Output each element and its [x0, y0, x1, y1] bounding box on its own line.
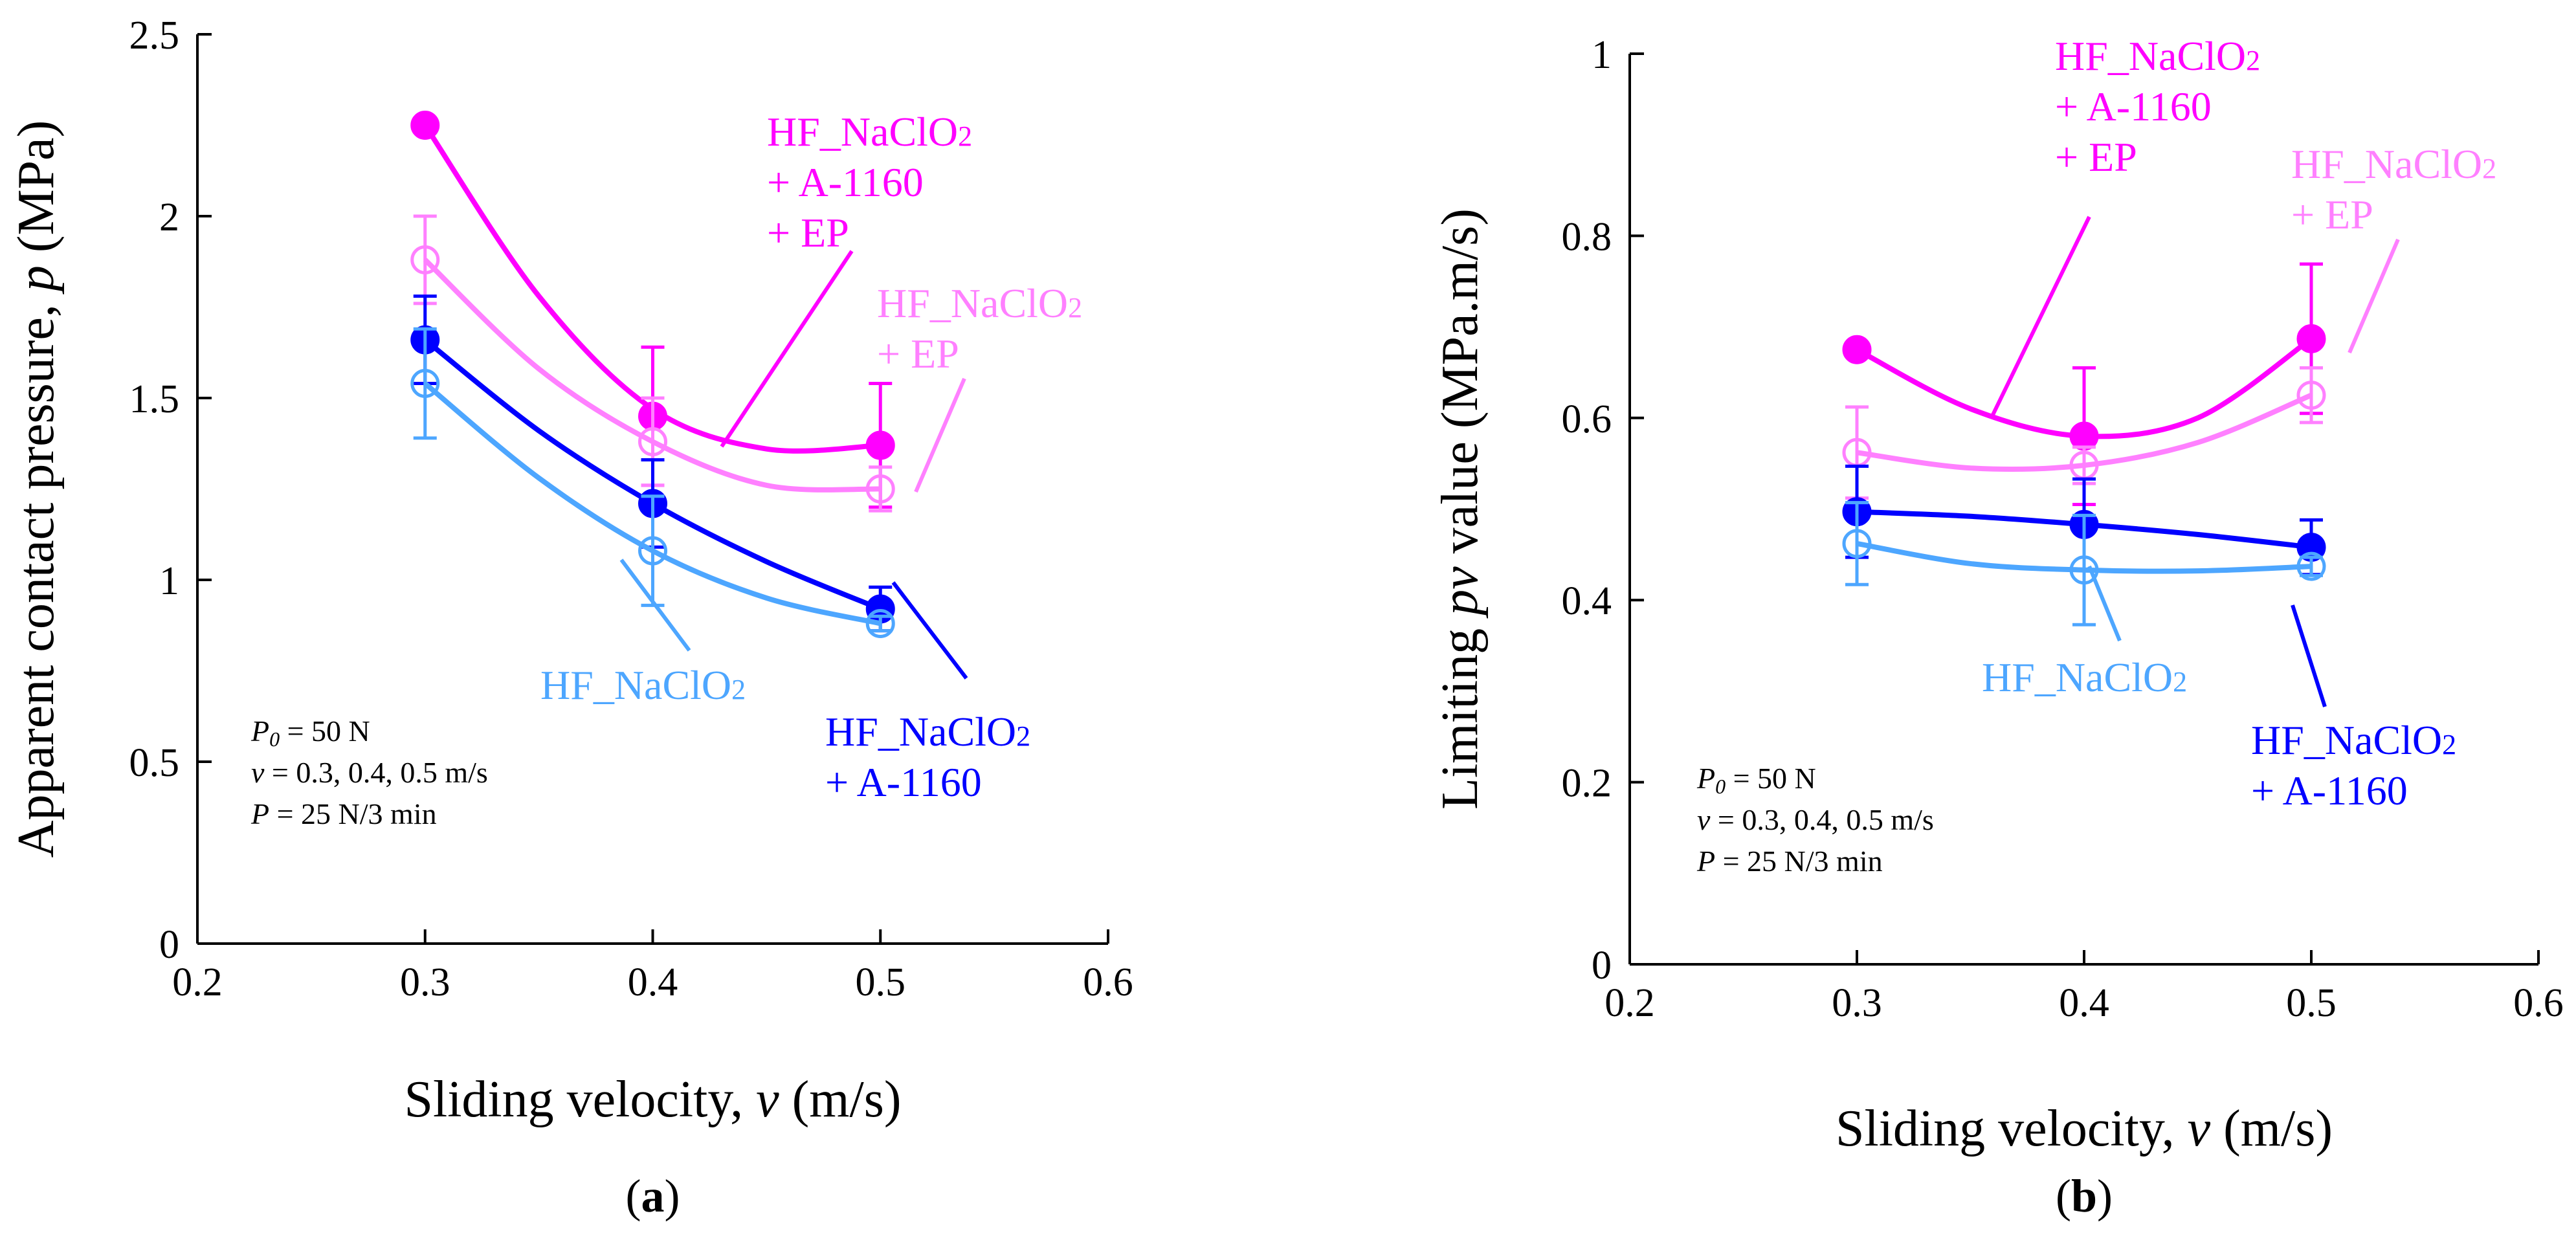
series-label-line: HF_NaClO2 — [877, 280, 1082, 326]
series-label-hf_ep: HF_NaClO2 + EP — [877, 280, 1082, 492]
x-tick-label: 0.6 — [1083, 960, 1133, 1004]
data-point — [640, 428, 666, 454]
data-point — [1844, 439, 1870, 465]
series-label-line: + EP — [2291, 192, 2373, 238]
y-tick-label: 0.5 — [129, 741, 180, 785]
leader-line — [1992, 217, 2089, 417]
series-label-line: + EP — [767, 210, 849, 256]
series-label-hf_ep: HF_NaClO2 + EP — [2291, 141, 2496, 353]
data-point — [640, 538, 666, 564]
x-tick-label: 0.2 — [1604, 981, 1655, 1025]
x-tick-label: 0.5 — [856, 960, 906, 1004]
y-tick-label: 0.6 — [1562, 397, 1612, 441]
y-tick-label: 1.5 — [129, 377, 180, 421]
leader-line — [2089, 566, 2120, 641]
data-point — [412, 112, 439, 139]
condition-line: P0 = 50 N — [250, 714, 370, 751]
series-label-line: + A-1160 — [2055, 83, 2212, 129]
condition-line: P = 25 N/3 min — [250, 797, 437, 830]
x-tick-label: 0.4 — [2059, 981, 2109, 1025]
y-axis-label: Apparent contact pressure, p (MPa) — [8, 120, 65, 858]
data-point — [1843, 336, 1871, 363]
leader-line — [2293, 605, 2325, 707]
y-tick-label: 1 — [1592, 33, 1612, 77]
data-point — [2298, 382, 2324, 408]
series-label-hf_a1160_ep: HF_NaClO2+ A-1160 + EP — [1992, 33, 2260, 417]
condition-line: v = 0.3, 0.4, 0.5 m/s — [1697, 803, 1934, 836]
series-label-line: + EP — [877, 331, 959, 377]
data-point — [2071, 452, 2097, 478]
leader-line — [722, 251, 852, 447]
condition-line: P = 25 N/3 min — [1696, 845, 1883, 878]
x-tick-label: 0.2 — [172, 960, 223, 1004]
x-tick-label: 0.5 — [2286, 981, 2337, 1025]
x-axis-label: Sliding velocity, v (m/s) — [404, 1071, 901, 1128]
series-label-line: HF_NaClO2 — [2251, 717, 2456, 763]
series-label-line: + EP — [2055, 134, 2137, 180]
y-tick-label: 2.5 — [129, 14, 180, 58]
data-point — [2298, 325, 2325, 352]
y-tick-label: 0.8 — [1562, 215, 1612, 259]
data-point — [867, 432, 894, 459]
series-label-line: HF_NaClO2 — [1982, 654, 2187, 700]
y-tick-label: 0.4 — [1562, 579, 1612, 623]
data-point — [412, 371, 438, 397]
figure: 00.511.522.50.2 0.3 0.4 0.5 0.6Apparent cont… — [0, 0, 2576, 1240]
condition-line: v = 0.3, 0.4, 0.5 m/s — [251, 756, 488, 789]
y-tick-label: 0.2 — [1562, 762, 1612, 806]
series-label-line: HF_NaClO2 — [2291, 141, 2496, 187]
leader-line — [2349, 239, 2398, 353]
data-point — [412, 247, 438, 272]
y-axis-label: Limiting pv value (MPa.m/s) — [1432, 208, 1489, 810]
series-label-line: HF_NaClO2 — [2055, 33, 2260, 79]
leader-line — [916, 379, 964, 492]
x-tick-label: 0.3 — [400, 960, 450, 1004]
series-label-line: HF_NaClO2 — [767, 109, 972, 155]
x-tick-label: 0.3 — [1832, 981, 1882, 1025]
data-point — [867, 476, 893, 502]
leader-line — [621, 560, 689, 650]
x-tick-label: 0.4 — [628, 960, 678, 1004]
conditions-note: P0 = 50 N v = 0.3, 0.4, 0.5 m/s P = 25 N/3… — [250, 714, 488, 830]
series-label-line: HF_NaClO2 — [825, 709, 1030, 755]
panel-label: (b) — [2056, 1170, 2113, 1222]
series-label-line: + A-1160 — [2251, 768, 2408, 814]
data-point — [1844, 531, 1870, 557]
data-point — [2298, 553, 2324, 579]
x-axis-label: Sliding velocity, v (m/s) — [1836, 1100, 2333, 1157]
series-label-hf_a1160: HF_NaClO2 + A-1160 — [2251, 605, 2456, 814]
y-tick-label: 1 — [159, 559, 179, 603]
leader-line — [893, 582, 966, 678]
data-point — [867, 610, 893, 636]
series-label-line: + A-1160 — [767, 159, 924, 205]
series-label-line: + A-1160 — [825, 759, 982, 805]
x-tick-label: 0.6 — [2513, 981, 2564, 1025]
series-label-line: HF_NaClO2 — [540, 662, 746, 708]
series-hf — [1844, 503, 2324, 625]
conditions-note: P0 = 50 N v = 0.3, 0.4, 0.5 m/s P = 25 N/3… — [1696, 762, 1934, 878]
series-label-hf_a1160_ep: HF_NaClO2+ A-1160 + EP — [722, 109, 972, 447]
series-label-hf_a1160: HF_NaClO2+ A-1160 — [825, 582, 1030, 805]
y-tick-label: 2 — [159, 195, 179, 239]
condition-line: P0 = 50 N — [1696, 762, 1816, 798]
panel-label: (a) — [626, 1170, 680, 1222]
